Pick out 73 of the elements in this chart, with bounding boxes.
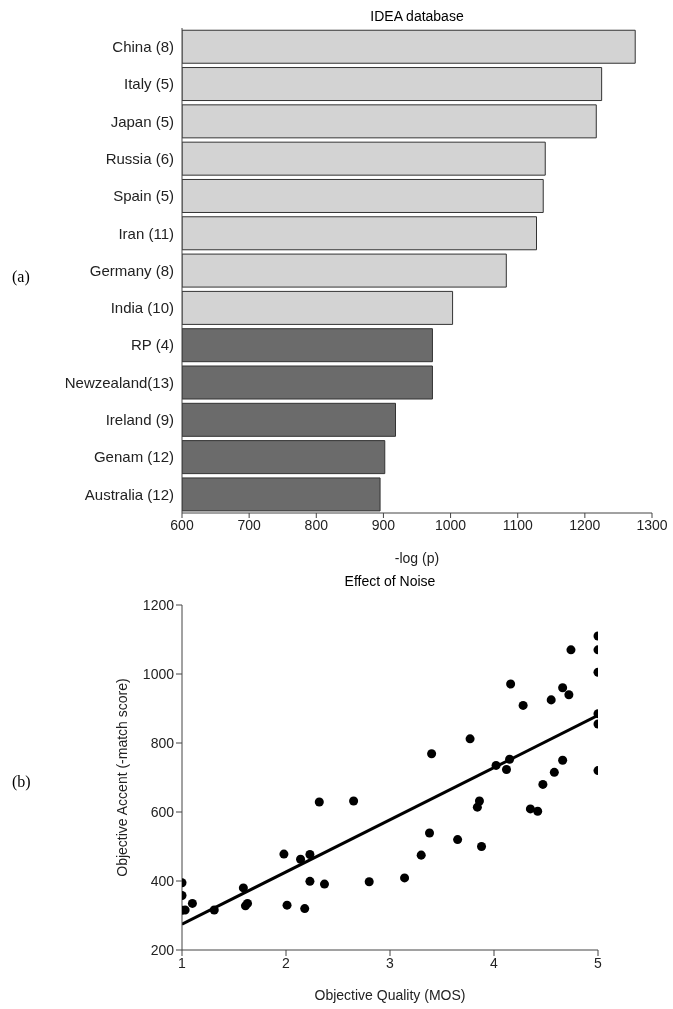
y-tick-label: 600: [150, 803, 175, 820]
point: [533, 806, 543, 816]
point: [566, 645, 576, 655]
point: [279, 849, 289, 859]
point: [491, 760, 501, 770]
point: [282, 900, 292, 910]
point: [564, 690, 574, 700]
point: [416, 850, 426, 860]
y-tick-label: Australia (12): [84, 485, 174, 503]
y-tick-label: 400: [150, 872, 175, 889]
point: [506, 679, 516, 689]
point: [453, 835, 463, 845]
point: [364, 877, 374, 887]
point: [238, 883, 248, 893]
x-tick-label: 800: [304, 516, 329, 533]
point: [349, 796, 359, 806]
x-tick-label: 1100: [502, 516, 533, 533]
x-tick-label: 1300: [636, 516, 668, 533]
x-tick-label: 5: [594, 954, 603, 971]
x-tick-label: 4: [490, 954, 499, 971]
point: [501, 765, 511, 775]
chart-title: Effect of Noise: [343, 573, 437, 589]
x-tick-label: 3: [386, 954, 395, 971]
point: [538, 779, 548, 789]
x-tick-label: 900: [371, 516, 396, 533]
point: [314, 797, 324, 807]
point: [427, 749, 437, 759]
point: [558, 755, 568, 765]
y-tick-label: 1000: [142, 665, 175, 682]
y-tick-label: Spain (5): [113, 187, 174, 205]
point: [549, 767, 559, 777]
y-tick-label: India (10): [110, 299, 174, 317]
x-tick-label: 1: [178, 954, 187, 971]
x-tick-label: 600: [170, 516, 194, 533]
y-tick-label: Germany (8): [89, 261, 174, 279]
x-tick-label: 2: [282, 954, 291, 971]
point: [465, 734, 475, 744]
y-tick-label: Italy (5): [123, 75, 174, 93]
x-axis-title: -log (p): [394, 550, 440, 566]
point: [558, 683, 568, 693]
chart-title: IDEA database: [369, 8, 465, 24]
point: [300, 904, 310, 914]
y-tick-label: Genam (12): [93, 448, 174, 466]
point: [400, 873, 410, 883]
y-tick-label: Russia (6): [105, 149, 174, 167]
y-axis-title: Objective Accent (-match score): [113, 678, 130, 877]
point: [505, 754, 515, 764]
point: [305, 849, 315, 859]
y-tick-label: Japan (5): [110, 112, 174, 130]
point: [477, 841, 487, 852]
y-tick-label: Iran (11): [118, 224, 174, 242]
y-tick-label: China (8): [112, 37, 174, 55]
y-tick-label: 1200: [142, 596, 175, 613]
x-axis-title: Objective Quality (MOS): [314, 987, 466, 1003]
point: [187, 898, 197, 908]
point: [425, 828, 435, 838]
point: [319, 879, 329, 889]
x-tick-label: 1200: [569, 516, 601, 533]
text: (a): [12, 268, 30, 286]
point: [546, 695, 556, 705]
y-tick-label: 800: [150, 734, 175, 751]
text: (b): [12, 773, 31, 791]
x-tick-label: 700: [237, 516, 262, 533]
y-tick-label: Newzealand(13): [64, 373, 174, 391]
x-tick-label: 1000: [434, 516, 467, 533]
y-tick-label: RP (4): [130, 336, 174, 354]
y-tick-label: 200: [150, 941, 175, 958]
point: [296, 854, 306, 864]
point: [474, 796, 484, 806]
point: [518, 700, 528, 710]
point: [209, 905, 219, 915]
point: [305, 876, 315, 886]
y-tick-label: Ireland (9): [105, 411, 174, 429]
